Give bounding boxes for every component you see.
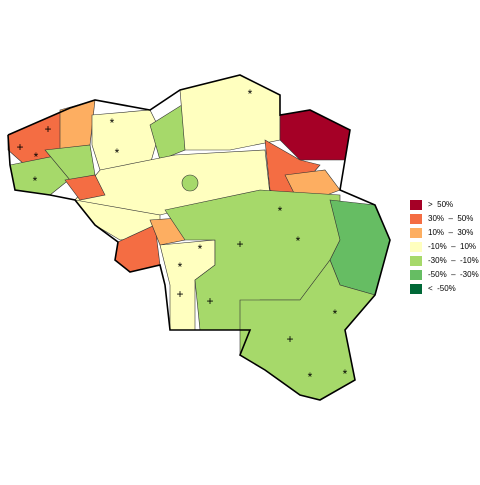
marker: + [176, 287, 183, 301]
region [329, 199, 391, 296]
marker: * [34, 150, 39, 164]
marker: + [206, 294, 213, 308]
legend-label: -10% – 10% [428, 242, 476, 251]
legend-label: -30% – -10% [428, 256, 479, 265]
legend-swatch [410, 270, 422, 280]
border [7, 74, 391, 401]
marker: + [236, 237, 243, 251]
marker: * [333, 307, 338, 321]
region [149, 102, 186, 161]
marker: * [308, 370, 313, 384]
region [64, 174, 106, 201]
region [181, 174, 199, 192]
legend: > 50% 30% – 50% 10% – 30% -10% – 10% -30% – … [410, 200, 479, 294]
marker: * [33, 174, 38, 188]
legend-swatch [410, 214, 422, 224]
marker: * [110, 116, 115, 130]
region [59, 99, 96, 151]
legend-swatch [410, 228, 422, 238]
marker: * [343, 367, 348, 381]
regions [7, 74, 391, 401]
marker: * [278, 204, 283, 218]
marker: + [16, 140, 23, 154]
marker: * [296, 234, 301, 248]
legend-label: 30% – 50% [428, 214, 473, 223]
marker: * [248, 87, 253, 101]
legend-swatch [410, 284, 422, 294]
markers: + + * * * * * + * * * + + * + * * * [16, 87, 347, 384]
marker: * [115, 146, 120, 160]
region [279, 109, 351, 161]
marker: + [286, 332, 293, 346]
legend-label: > 50% [428, 200, 453, 209]
legend-swatch [410, 242, 422, 252]
legend-label: 10% – 30% [428, 228, 473, 237]
legend-swatch [410, 200, 422, 210]
marker: * [178, 260, 183, 274]
marker: + [44, 122, 51, 136]
legend-label: < -50% [428, 284, 456, 293]
legend-label: -50% – -30% [428, 270, 479, 279]
legend-swatch [410, 256, 422, 266]
marker: * [198, 242, 203, 256]
